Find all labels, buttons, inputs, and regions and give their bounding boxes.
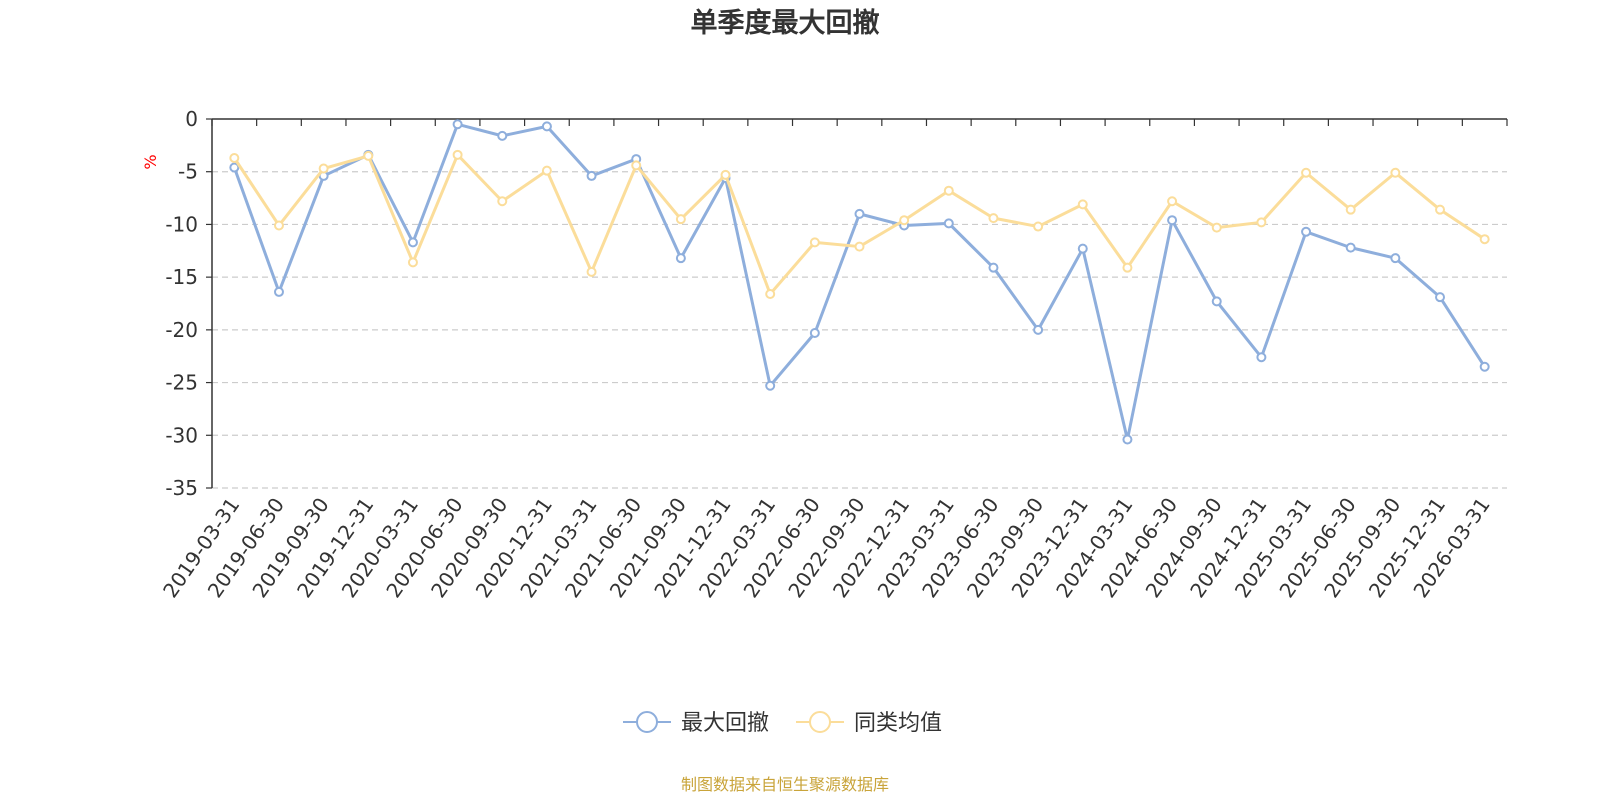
data-point[interactable] bbox=[809, 328, 820, 339]
data-point[interactable] bbox=[1479, 361, 1490, 372]
data-point[interactable] bbox=[765, 380, 776, 391]
data-point[interactable] bbox=[1211, 222, 1222, 233]
data-point[interactable] bbox=[541, 121, 552, 132]
data-point[interactable] bbox=[1167, 196, 1178, 207]
data-point[interactable] bbox=[541, 165, 552, 176]
data-point[interactable] bbox=[854, 241, 865, 252]
data-point[interactable] bbox=[229, 153, 240, 164]
y-tick-label: -25 bbox=[165, 371, 198, 395]
data-point[interactable] bbox=[1390, 167, 1401, 178]
data-point[interactable] bbox=[988, 262, 999, 273]
data-point[interactable] bbox=[363, 150, 374, 161]
data-point[interactable] bbox=[1122, 262, 1133, 273]
data-point[interactable] bbox=[1033, 221, 1044, 232]
data-point[interactable] bbox=[1167, 215, 1178, 226]
data-point[interactable] bbox=[1122, 434, 1133, 445]
series-1 bbox=[229, 119, 1490, 445]
data-point[interactable] bbox=[1256, 217, 1267, 228]
series-group bbox=[229, 119, 1490, 445]
y-tick-label: -15 bbox=[165, 265, 198, 289]
data-point[interactable] bbox=[497, 130, 508, 141]
data-point[interactable] bbox=[1479, 234, 1490, 245]
x-axis-ticks: 2019-03-312019-06-302019-09-302019-12-31… bbox=[158, 119, 1508, 602]
data-point[interactable] bbox=[1345, 204, 1356, 215]
legend-label: 同类均值 bbox=[854, 711, 942, 736]
data-point[interactable] bbox=[1077, 199, 1088, 210]
data-point[interactable] bbox=[720, 169, 731, 180]
data-point[interactable] bbox=[273, 286, 284, 297]
data-point[interactable] bbox=[1033, 324, 1044, 335]
data-point[interactable] bbox=[943, 218, 954, 229]
data-point[interactable] bbox=[1435, 204, 1446, 215]
data-point[interactable] bbox=[988, 213, 999, 224]
data-point[interactable] bbox=[497, 196, 508, 207]
data-point[interactable] bbox=[318, 163, 329, 174]
y-tick-label: 0 bbox=[185, 107, 198, 131]
y-tick-label: -10 bbox=[165, 212, 198, 236]
grid-lines bbox=[212, 171, 1507, 489]
y-tick-label: -30 bbox=[165, 423, 198, 447]
data-point[interactable] bbox=[407, 257, 418, 268]
data-point[interactable] bbox=[452, 119, 463, 130]
data-point[interactable] bbox=[765, 289, 776, 300]
data-point[interactable] bbox=[273, 220, 284, 231]
legend-item-2[interactable]: 同类均值 bbox=[796, 711, 942, 736]
data-point[interactable] bbox=[675, 214, 686, 225]
data-point[interactable] bbox=[631, 160, 642, 171]
data-point[interactable] bbox=[586, 170, 597, 181]
series-2 bbox=[229, 149, 1490, 300]
y-tick-label: -35 bbox=[165, 476, 198, 500]
data-point[interactable] bbox=[1211, 296, 1222, 307]
chart-title: 单季度最大回撤 bbox=[691, 7, 880, 39]
data-point[interactable] bbox=[1345, 242, 1356, 253]
y-axis-ticks: 0 -5 -10 -15 -20 -25 -30 -35 bbox=[165, 107, 212, 500]
data-point[interactable] bbox=[1301, 226, 1312, 237]
data-point[interactable] bbox=[586, 266, 597, 277]
data-point[interactable] bbox=[1256, 352, 1267, 363]
data-point[interactable] bbox=[943, 185, 954, 196]
data-point[interactable] bbox=[809, 237, 820, 248]
data-point[interactable] bbox=[854, 208, 865, 219]
data-point[interactable] bbox=[452, 149, 463, 160]
legend-marker-icon bbox=[809, 711, 831, 733]
legend-label: 最大回撤 bbox=[681, 711, 769, 736]
y-tick-label: -20 bbox=[165, 318, 198, 342]
data-point[interactable] bbox=[675, 253, 686, 264]
data-point[interactable] bbox=[407, 237, 418, 248]
data-point[interactable] bbox=[1390, 253, 1401, 264]
source-note: 制图数据来自恒生聚源数据库 bbox=[681, 775, 889, 794]
axes bbox=[211, 118, 1507, 488]
data-point[interactable] bbox=[899, 215, 910, 226]
y-tick-label: -5 bbox=[178, 160, 198, 184]
data-point[interactable] bbox=[1435, 292, 1446, 303]
data-point[interactable] bbox=[229, 162, 240, 173]
legend-marker-icon bbox=[636, 711, 658, 733]
y-axis-unit: % bbox=[141, 154, 160, 169]
legend-item-1[interactable]: 最大回撤 bbox=[623, 711, 769, 736]
data-point[interactable] bbox=[1077, 243, 1088, 254]
data-point[interactable] bbox=[1301, 167, 1312, 178]
legend[interactable]: 最大回撤 同类均值 bbox=[623, 711, 942, 736]
